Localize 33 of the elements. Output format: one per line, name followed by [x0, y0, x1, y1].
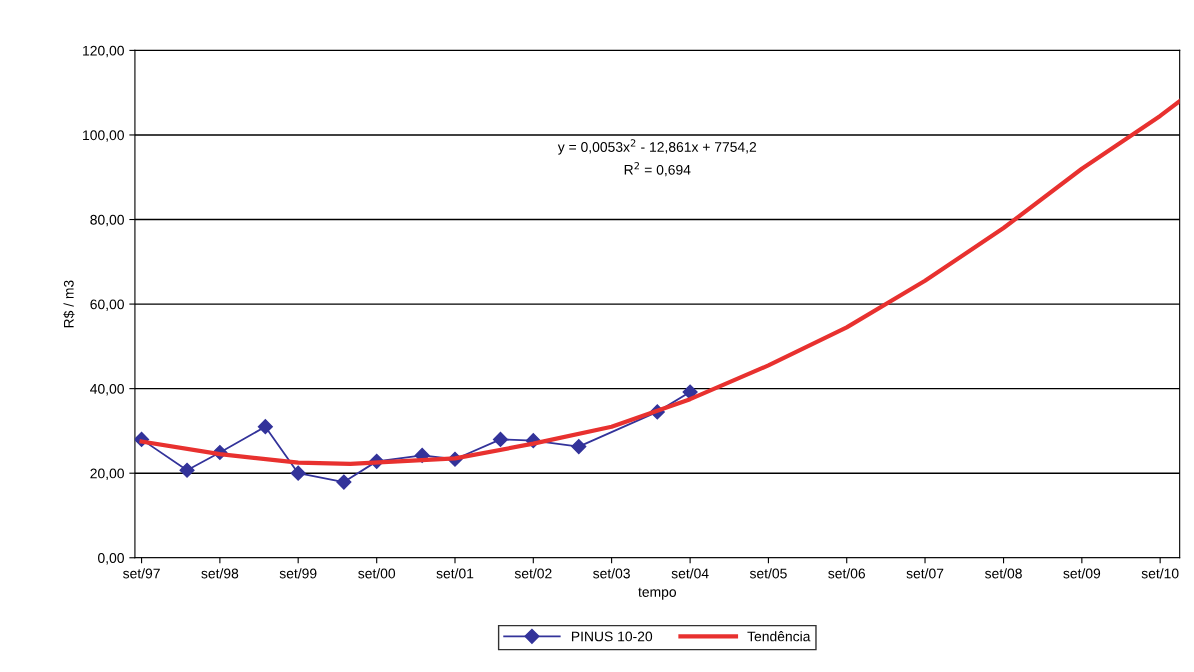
- point: [336, 474, 352, 490]
- x-tick-label: set/99: [279, 568, 317, 579]
- x-tick-label: set/03: [593, 568, 630, 579]
- annotation: R$^{2}$ = 0,694: [624, 162, 691, 177]
- y-tick-label: 100,00: [83, 130, 124, 142]
- x-tick-label: set/02: [514, 568, 552, 579]
- x-tick-label: set/01: [436, 568, 474, 579]
- annotation: y = 0,0053x$^{2}$ - 12,861x + 7754,2: [557, 139, 757, 155]
- y-tick-label: 20,00: [90, 468, 124, 481]
- y-tick-label: 40,00: [90, 383, 124, 396]
- x-tick-label: set/09: [1063, 568, 1101, 579]
- x-axis-title: tempo: [638, 587, 677, 600]
- x-tick-label: set/08: [985, 568, 1022, 579]
- x-tick-label: set/07: [906, 568, 944, 579]
- point: [290, 465, 306, 481]
- point: [492, 431, 509, 447]
- point: [257, 419, 273, 435]
- legend-label: Tendência: [747, 631, 811, 642]
- point: [179, 462, 195, 478]
- y-axis-title: R$ / m3: [63, 280, 75, 328]
- point: [571, 438, 587, 455]
- y-tick-label: 0,00: [98, 553, 124, 565]
- x-tick-label: set/00: [358, 568, 396, 579]
- legend-label: PINUS 10-20: [571, 631, 653, 642]
- y-tick-label: 60,00: [90, 299, 124, 311]
- x-tick-label: set/97: [123, 568, 160, 579]
- y-tick-label: 80,00: [90, 214, 124, 227]
- x-tick-label: set/05: [749, 568, 787, 579]
- x-tick-label: set/06: [828, 568, 866, 579]
- x-tick-label: set/98: [201, 568, 239, 579]
- x-tick-label: set/10: [1141, 568, 1179, 579]
- y-tick-label: 120,00: [83, 45, 124, 58]
- x-tick-label: set/04: [671, 568, 709, 579]
